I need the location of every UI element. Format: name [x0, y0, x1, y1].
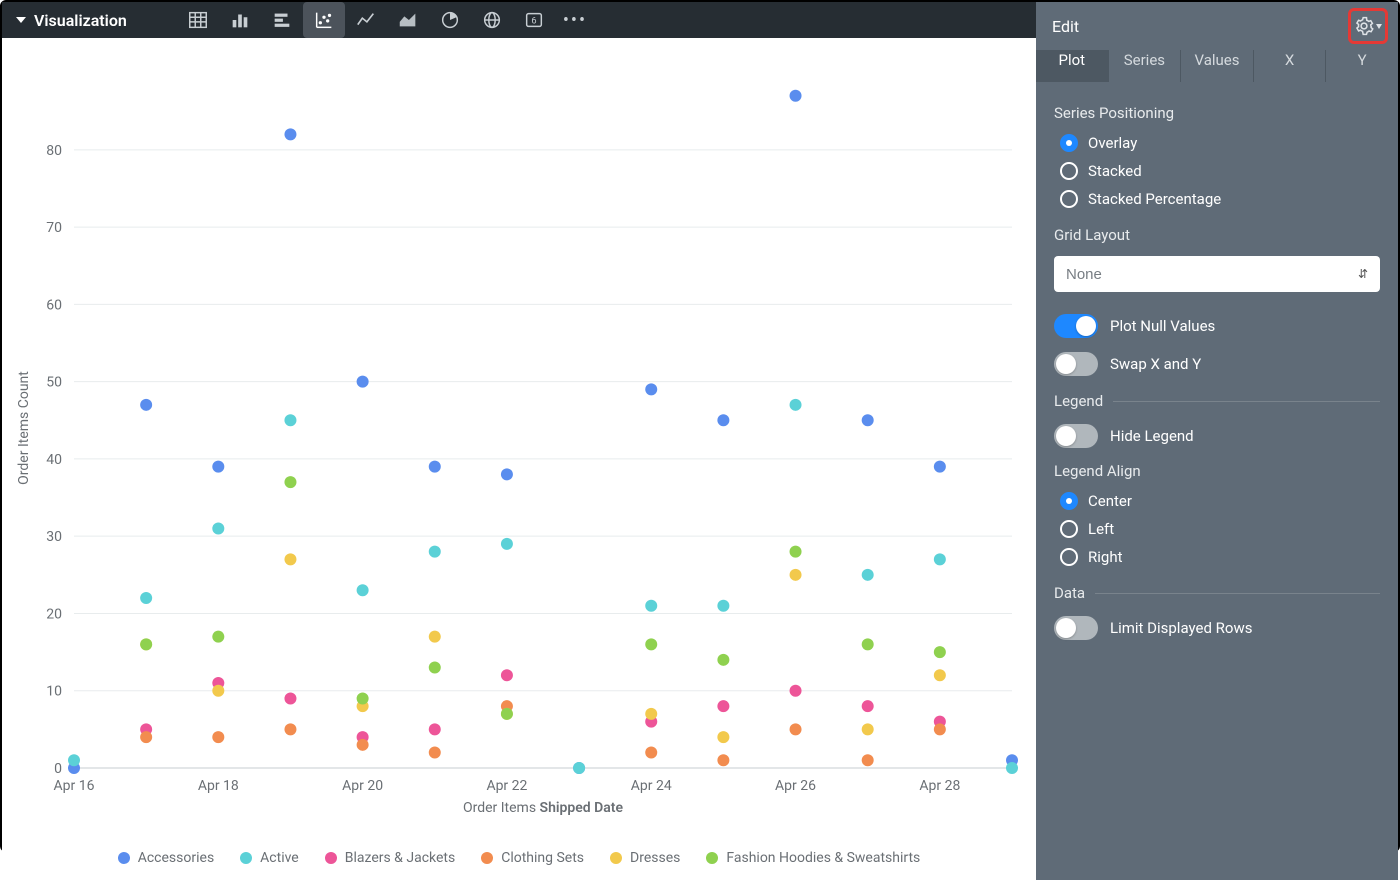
- limit-rows-label: Limit Displayed Rows: [1110, 619, 1252, 637]
- swap-xy-label: Swap X and Y: [1110, 355, 1201, 373]
- legend-item[interactable]: Dresses: [610, 850, 680, 866]
- svg-text:30: 30: [46, 529, 62, 545]
- legend-item[interactable]: Active: [240, 850, 299, 866]
- svg-text:Apr 28: Apr 28: [919, 778, 960, 794]
- legend-label: Blazers & Jackets: [345, 850, 455, 866]
- series-positioning-group: Overlay Stacked Stacked Percentage: [1054, 134, 1380, 208]
- series-positioning-label: Stacked: [1088, 162, 1142, 180]
- caret-down-icon: [1376, 24, 1382, 29]
- swap-xy-toggle[interactable]: [1054, 352, 1098, 376]
- series-positioning-label: Stacked Percentage: [1088, 190, 1221, 208]
- legend-align-label: Center: [1088, 492, 1132, 510]
- legend-dot-icon: [481, 852, 493, 864]
- series-positioning-overlay[interactable]: Overlay: [1060, 134, 1380, 152]
- svg-text:Apr 26: Apr 26: [775, 778, 816, 794]
- svg-text:Apr 20: Apr 20: [342, 778, 383, 794]
- legend-label: Active: [260, 850, 299, 866]
- svg-text:80: 80: [46, 143, 62, 159]
- chart-type-bar[interactable]: [261, 2, 303, 38]
- legend-label: Dresses: [630, 850, 680, 866]
- legend-align-title: Legend Align: [1054, 462, 1380, 480]
- limit-rows-toggle[interactable]: [1054, 616, 1098, 640]
- chart-type-toolbar: 6 •••: [177, 2, 595, 38]
- chart-legend: Accessories Active Blazers & Jackets Clothi…: [2, 840, 1036, 880]
- legend-item[interactable]: Fashion Hoodies & Sweatshirts: [706, 850, 920, 866]
- chart-type-map[interactable]: [471, 2, 513, 38]
- series-positioning-stacked[interactable]: Stacked: [1060, 162, 1380, 180]
- svg-text:50: 50: [46, 375, 62, 391]
- svg-text:6: 6: [531, 17, 536, 27]
- plot-panel: Series Positioning Overlay Stacked Stacked…: [1036, 82, 1398, 880]
- chart-type-table[interactable]: [177, 2, 219, 38]
- chart-type-scatter[interactable]: [303, 2, 345, 38]
- series-positioning-title: Series Positioning: [1054, 104, 1380, 122]
- chart-type-area[interactable]: [387, 2, 429, 38]
- visualization-toggle[interactable]: Visualization: [16, 11, 127, 30]
- plot-null-label: Plot Null Values: [1110, 317, 1215, 335]
- chart-type-more[interactable]: •••: [555, 10, 595, 31]
- svg-text:Apr 18: Apr 18: [198, 778, 239, 794]
- chart-type-line[interactable]: [345, 2, 387, 38]
- chart-type-column[interactable]: [219, 2, 261, 38]
- series-positioning-stacked-percentage[interactable]: Stacked Percentage: [1060, 190, 1380, 208]
- svg-text:Apr 16: Apr 16: [54, 778, 95, 794]
- edit-header: Edit: [1036, 2, 1398, 50]
- plot-null-toggle[interactable]: [1054, 314, 1098, 338]
- legend-section-title: Legend: [1054, 392, 1103, 410]
- topbar: Visualization 6 ••• Edit: [2, 2, 1398, 38]
- hide-legend-label: Hide Legend: [1110, 427, 1194, 445]
- legend-dot-icon: [118, 852, 130, 864]
- hide-legend-toggle[interactable]: [1054, 424, 1098, 448]
- svg-text:Order Items Count: Order Items Count: [16, 371, 32, 485]
- legend-item[interactable]: Clothing Sets: [481, 850, 584, 866]
- edit-title: Edit: [1052, 17, 1079, 36]
- caret-down-icon: [16, 17, 26, 23]
- svg-text:10: 10: [46, 684, 62, 700]
- series-positioning-label: Overlay: [1088, 134, 1137, 152]
- scatter-chart: 0 10 20 30 40 50 60 70 80 Apr 16 Apr 18 Apr 20 Apr 2…: [2, 38, 1036, 840]
- chart-type-single[interactable]: 6: [513, 2, 555, 38]
- chart-type-pie[interactable]: [429, 2, 471, 38]
- edit-panel: PlotSeriesValuesXY Series Positioning Ov…: [1036, 38, 1398, 880]
- legend-dot-icon: [706, 852, 718, 864]
- svg-text:Apr 22: Apr 22: [486, 778, 527, 794]
- visualization-title: Visualization: [34, 11, 127, 30]
- legend-align-left[interactable]: Left: [1060, 520, 1380, 538]
- svg-text:70: 70: [46, 220, 62, 236]
- legend-align-label: Right: [1088, 548, 1122, 566]
- legend-dot-icon: [240, 852, 252, 864]
- legend-label: Accessories: [138, 850, 214, 866]
- legend-align-group: Center Left Right: [1054, 492, 1380, 566]
- legend-label: Clothing Sets: [501, 850, 584, 866]
- settings-button[interactable]: [1348, 8, 1388, 44]
- gear-icon: [1354, 16, 1374, 36]
- grid-layout-select[interactable]: None: [1054, 256, 1380, 292]
- legend-item[interactable]: Blazers & Jackets: [325, 850, 455, 866]
- svg-text:40: 40: [46, 452, 62, 468]
- legend-item[interactable]: Accessories: [118, 850, 214, 866]
- data-section-title: Data: [1054, 584, 1085, 602]
- svg-text:20: 20: [46, 606, 62, 622]
- svg-text:0: 0: [54, 761, 62, 777]
- grid-layout-title: Grid Layout: [1054, 226, 1380, 244]
- legend-align-label: Left: [1088, 520, 1114, 538]
- svg-text:60: 60: [46, 297, 62, 313]
- svg-text:Apr 24: Apr 24: [631, 778, 672, 794]
- legend-dot-icon: [610, 852, 622, 864]
- legend-align-center[interactable]: Center: [1060, 492, 1380, 510]
- legend-dot-icon: [325, 852, 337, 864]
- legend-align-right[interactable]: Right: [1060, 548, 1380, 566]
- svg-text:Order Items Shipped Date: Order Items Shipped Date: [463, 800, 624, 816]
- chart-pane: 0 10 20 30 40 50 60 70 80 Apr 16 Apr 18 Apr 20 Apr 2…: [2, 38, 1036, 880]
- legend-label: Fashion Hoodies & Sweatshirts: [726, 850, 920, 866]
